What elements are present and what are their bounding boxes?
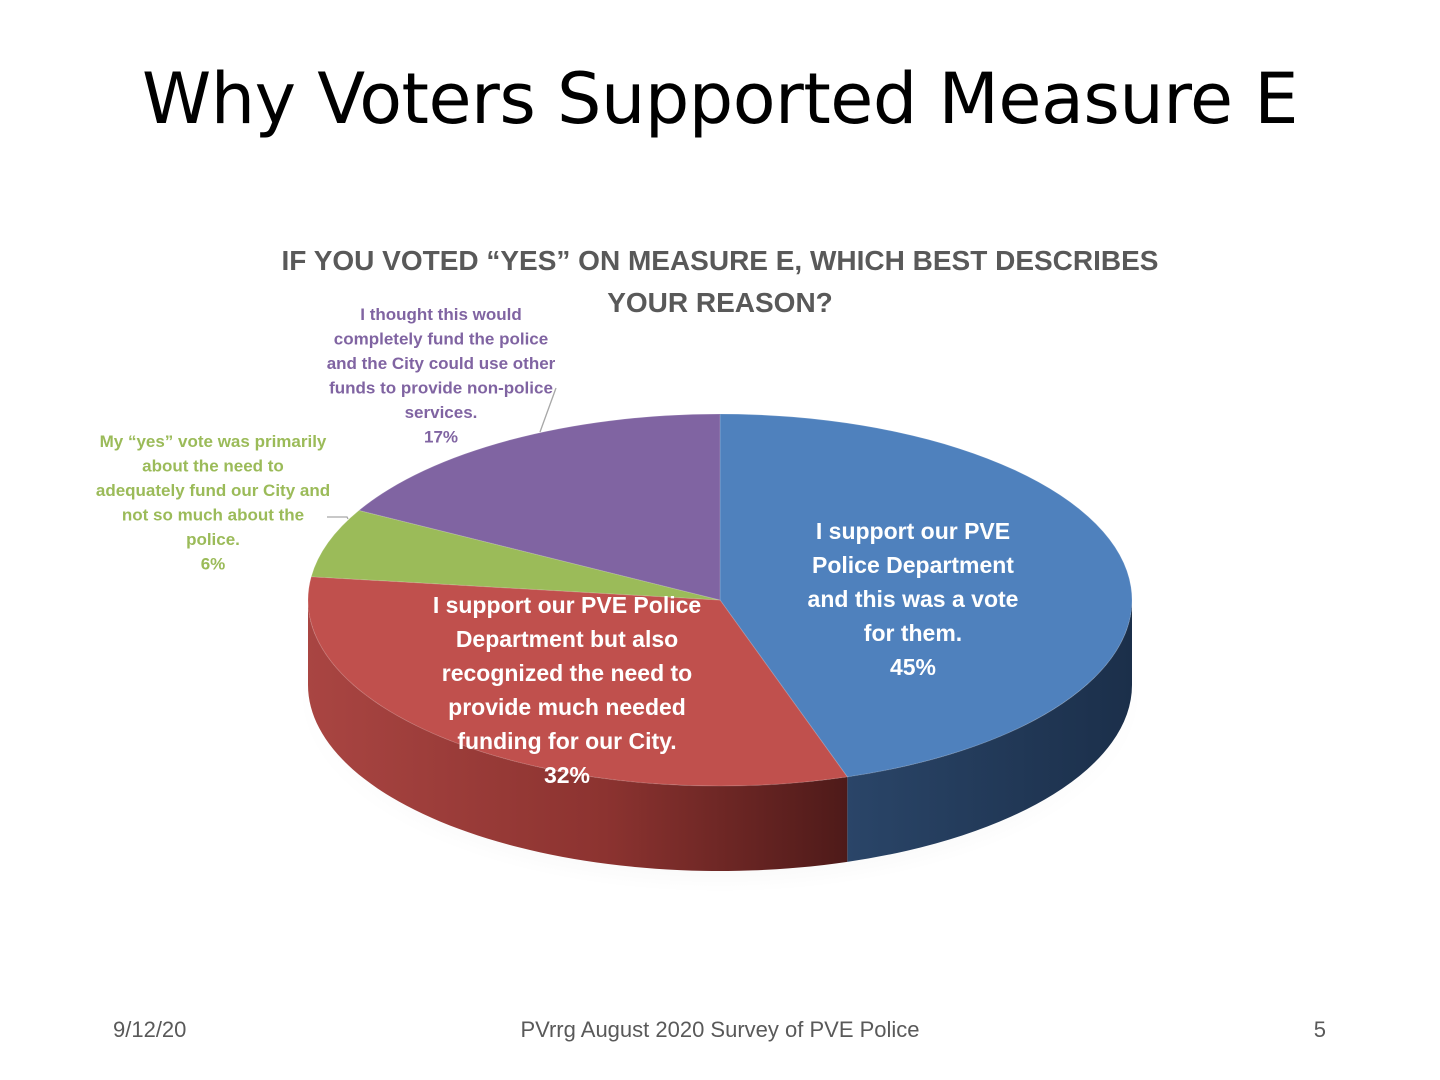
slice-percent-label: 17% [424, 428, 458, 447]
slice-label-line: and this was a vote [808, 586, 1019, 612]
slice-police-dept [719, 413, 1133, 778]
slice-label-line: services. [405, 403, 478, 422]
slice-label-line: completely fund the police [334, 330, 548, 349]
pie-leaders [327, 387, 557, 520]
slice-police-dept-label: I support our PVE Police Department and th… [808, 518, 1019, 680]
slice-police-and-city-side [308, 600, 848, 871]
page-number: 5 [1313, 1017, 1326, 1042]
slice-label-line: provide much needed [448, 694, 686, 720]
chart-title: IF YOU VOTED “YES” ON MEASURE E, WHICH B… [281, 245, 1159, 318]
slice-label-line: funds to provide non-police [329, 379, 553, 398]
slice-police-and-city [307, 576, 849, 787]
leader-line-fully-fund-police [539, 387, 557, 433]
slice-percent-label: 45% [890, 654, 936, 680]
pie-tops [307, 413, 1133, 787]
slice-label-line: recognized the need to [442, 660, 692, 686]
slice-label-line: Department but also [456, 626, 678, 652]
slice-label-line: adequately fund our City and [96, 481, 330, 500]
slice-label-line: I thought this would [360, 305, 521, 324]
slice-label-line: for them. [864, 620, 962, 646]
slice-fund-city-label: My “yes” vote was primarily about the nee… [96, 432, 330, 574]
slice-label-line: funding for our City. [457, 728, 676, 754]
slice-label-line: and the City could use other [327, 354, 556, 373]
slice-percent-label: 32% [544, 762, 590, 788]
slice-label-line: I support our PVE [816, 518, 1010, 544]
slice-label-line: My “yes” vote was primarily [100, 432, 327, 451]
slice-label-line: police. [186, 530, 240, 549]
footer-date: 9/12/20 [113, 1017, 187, 1042]
slice-percent-label: 6% [201, 555, 226, 574]
slice-police-dept-side [847, 600, 1132, 862]
slice-label-line: I support our PVE Police [433, 592, 701, 618]
slice-fully-fund-police-label: I thought this would completely fund the … [327, 305, 556, 447]
slice-police-and-city-label: I support our PVE Police Department but a… [433, 592, 701, 788]
leader-line-fund-city [327, 516, 349, 520]
slide-title: Why Voters Supported Measure E [142, 58, 1299, 140]
slice-label-line: about the need to [142, 457, 284, 476]
slice-fully-fund-police [357, 413, 721, 601]
pie-labels: I support our PVE Police Department and th… [96, 305, 1019, 788]
slice-fund-city [310, 509, 721, 601]
slice-label-line: not so much about the [122, 506, 304, 525]
slice-label-line: Police Department [812, 552, 1014, 578]
footer-source: PVrrg August 2020 Survey of PVE Police [520, 1017, 920, 1042]
